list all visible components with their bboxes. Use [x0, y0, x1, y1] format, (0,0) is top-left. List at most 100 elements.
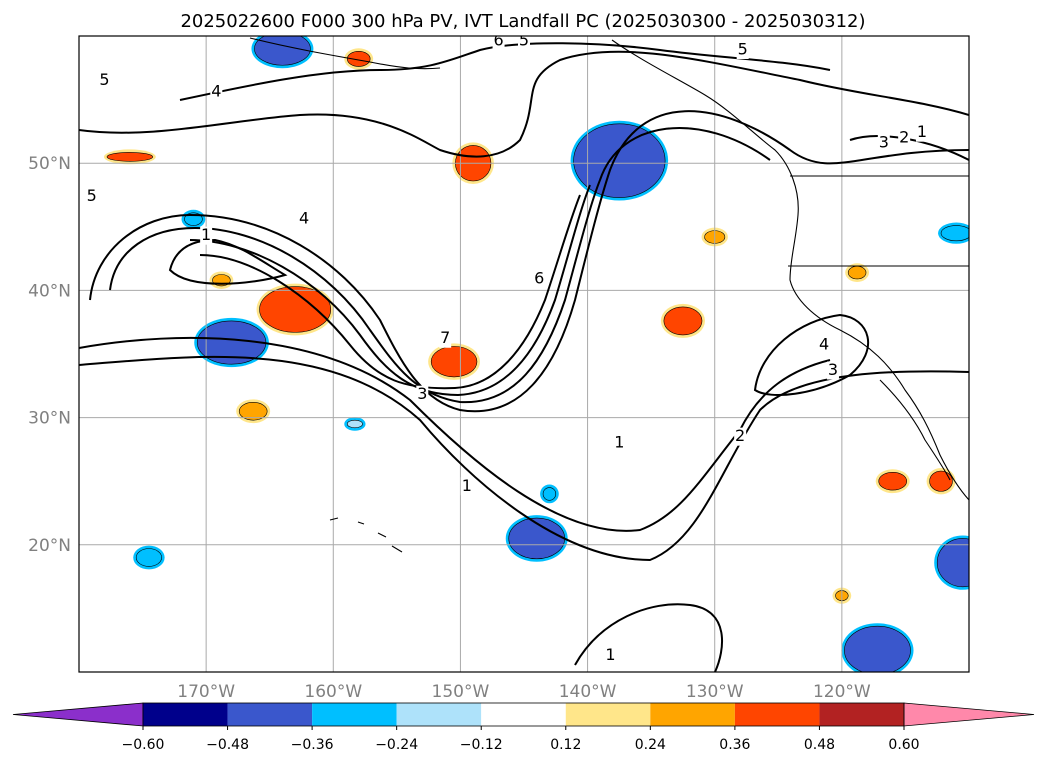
contour-label-mask: [210, 82, 223, 101]
colorbar-tick-label: −0.36: [291, 737, 334, 753]
pc-shaded-region: [346, 50, 371, 67]
pv-contour: [574, 603, 724, 672]
contour-label: 1: [462, 476, 472, 495]
contour-label: 3: [417, 384, 427, 403]
contour-label: 3: [879, 132, 889, 151]
contour-label: 4: [819, 335, 829, 354]
contour-label: 1: [605, 645, 615, 664]
pv-contours-layer: [79, 42, 969, 672]
chart-title: 2025022600 F000 300 hPa PV, IVT Landfall…: [180, 11, 865, 32]
colorbar-tick-label: −0.12: [460, 737, 503, 753]
contour-label-mask: [518, 36, 530, 51]
latitude-axis: 20°N 30°N 40°N 50°N: [28, 154, 71, 556]
contour-label-mask: [613, 434, 626, 453]
colorbar-tick-label: −0.24: [375, 737, 418, 753]
pc-shaded-region: [542, 487, 557, 501]
contour-label-mask: [533, 269, 546, 288]
colorbar-tick-label: −0.60: [122, 737, 165, 753]
pc-shaded-region: [940, 225, 969, 242]
contour-label-mask: [200, 226, 213, 245]
coastlines-layer: [249, 37, 969, 553]
pv-contour: [168, 238, 288, 285]
colorbar-tick-label: 0.36: [719, 737, 750, 753]
contour-label: 6: [493, 31, 503, 50]
colorbar-swatch: [143, 703, 228, 726]
pv-contour: [189, 184, 591, 397]
map-frame: [78, 35, 970, 673]
lat-tick-label: 20°N: [28, 536, 71, 556]
contour-label: 5: [519, 31, 529, 50]
contour-label-mask: [492, 36, 505, 51]
pc-shaded-region: [238, 402, 268, 421]
coastline-west-coast: [611, 39, 969, 501]
contour-label-mask: [734, 427, 747, 446]
contour-label: 1: [917, 122, 927, 141]
colorbar-swatch: [396, 703, 482, 726]
contour-label-mask: [460, 477, 473, 496]
contour-label: 7: [440, 328, 450, 347]
contour-label-mask: [439, 329, 452, 348]
contour-label: 5: [99, 70, 109, 89]
contour-label: 5: [738, 39, 748, 58]
contour-label-mask: [818, 336, 831, 355]
pc-shaded-region: [259, 286, 332, 333]
colorbar-frame: [142, 702, 905, 727]
pv-contour: [79, 355, 969, 562]
pv-contour: [753, 313, 869, 396]
pc-shaded-region: [106, 152, 154, 162]
pv-contour: [199, 194, 581, 390]
colorbar-tick-label: 0.48: [804, 737, 835, 753]
pc-shaded-region: [573, 123, 666, 198]
contour-label-mask: [98, 71, 111, 90]
contour-label: 4: [299, 209, 309, 228]
colorbar-swatch: [819, 703, 904, 726]
pv-contour: [79, 336, 831, 532]
contour-label-mask: [898, 128, 911, 147]
lat-tick-label: 40°N: [28, 281, 71, 301]
colorbar-swatch: [227, 703, 313, 726]
pc-shaded-region: [663, 306, 703, 336]
contour-label: 2: [735, 426, 745, 445]
lon-tick-label: 150°W: [432, 682, 490, 702]
coastline-alaska: [249, 37, 441, 70]
pc-shading-layer: [103, 36, 969, 672]
colorbar-swatch: [312, 703, 397, 726]
lat-tick-label: 50°N: [28, 154, 71, 174]
contour-label: 3: [828, 360, 838, 379]
colorbar-swatch: [565, 703, 651, 726]
colorbar-extend-max: [903, 702, 1035, 727]
contour-label: 6: [534, 268, 544, 287]
contour-label-mask: [85, 187, 98, 206]
pc-shaded-region: [346, 419, 363, 429]
pv-contour: [79, 50, 969, 158]
colorbar-tick-label: 0.60: [888, 737, 919, 753]
colorbar-swatch: [481, 703, 566, 726]
contour-label-mask: [298, 210, 311, 229]
colorbar-extend-min: [12, 702, 144, 727]
lat-tick-label: 30°N: [28, 409, 71, 429]
contour-label: 2: [899, 127, 909, 146]
pc-shaded-region: [430, 346, 478, 378]
contour-label-mask: [826, 361, 839, 380]
pc-shaded-region: [847, 265, 867, 280]
coastline-baja: [879, 379, 951, 481]
pc-shaded-region: [254, 36, 311, 66]
contour-label: 4: [211, 81, 221, 100]
colorbar-swatch: [650, 703, 735, 726]
contour-label: 1: [201, 225, 211, 244]
colorbar: −0.60 −0.48 −0.36 −0.24 −0.12 0.12 0.24 0.36 0.4…: [12, 702, 1035, 753]
pc-shaded-region: [936, 538, 969, 588]
pv-contour: [89, 110, 969, 413]
pc-shaded-region: [844, 625, 911, 672]
colorbar-tick-label: 0.12: [550, 737, 581, 753]
pv-contour: [179, 42, 831, 101]
colorbar-tick-label: −0.48: [206, 737, 249, 753]
lon-tick-label: 170°W: [177, 682, 235, 702]
contour-label: 1: [614, 433, 624, 452]
contour-label-mask: [915, 123, 928, 142]
contour-label-mask: [877, 133, 890, 152]
contour-label: 5: [87, 186, 97, 205]
